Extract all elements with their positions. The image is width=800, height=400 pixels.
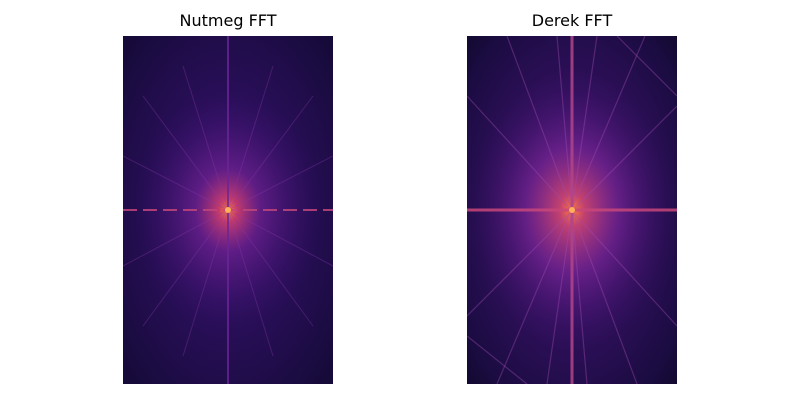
right-panel-title: Derek FFT xyxy=(531,11,613,30)
left-panel-title: Nutmeg FFT xyxy=(179,11,277,30)
dc-peak xyxy=(225,207,231,213)
spectrum-rays xyxy=(123,65,333,357)
nutmeg-fft-spectrum xyxy=(123,36,333,384)
dc-peak xyxy=(569,207,575,213)
derek-fft-spectrum xyxy=(467,36,677,384)
derek-fft-image xyxy=(467,36,677,384)
nutmeg-fft-image xyxy=(123,36,333,384)
